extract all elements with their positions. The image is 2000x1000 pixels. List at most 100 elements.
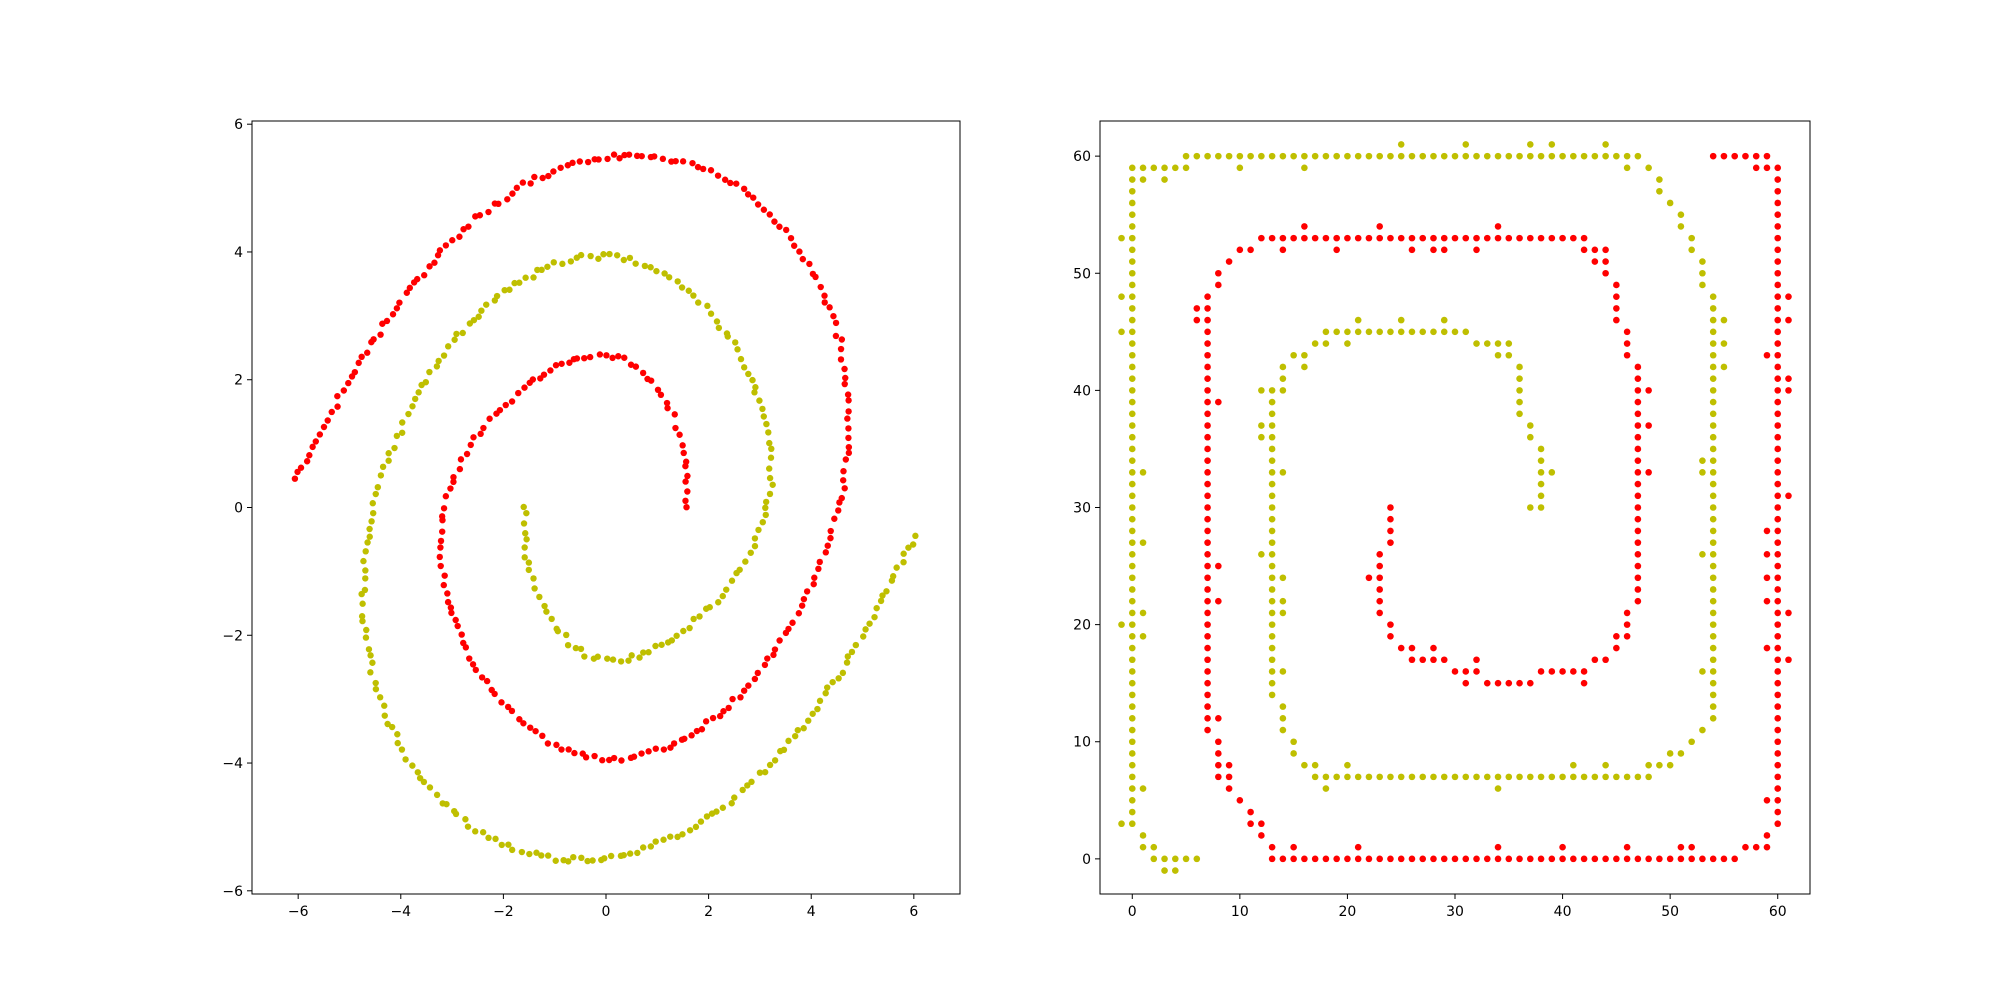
data-point (1774, 164, 1782, 172)
data-point (1709, 492, 1717, 500)
data-point (1408, 246, 1416, 254)
data-point (1236, 797, 1244, 804)
data-point (1279, 152, 1287, 160)
data-point (616, 155, 623, 162)
data-point (1709, 515, 1717, 523)
data-point (1268, 843, 1276, 851)
data-point (639, 369, 647, 377)
y-tick-label: 0 (234, 501, 243, 517)
data-point (1634, 504, 1642, 511)
data-point (472, 213, 479, 220)
data-point (1215, 715, 1222, 722)
data-point (1128, 199, 1136, 207)
data-point (1258, 234, 1265, 242)
data-point (565, 746, 572, 753)
data-point (1613, 152, 1620, 160)
data-point (866, 620, 873, 627)
data-point (1204, 679, 1211, 687)
data-point (1505, 351, 1513, 359)
data-point (1774, 785, 1782, 792)
data-point (1128, 187, 1136, 195)
data-point (1483, 340, 1491, 347)
data-point (1139, 785, 1147, 792)
data-point (1774, 668, 1782, 675)
data-point (684, 488, 691, 495)
data-point (829, 678, 836, 686)
data-point (1268, 445, 1276, 453)
data-point (381, 702, 388, 709)
data-point (1699, 269, 1706, 277)
data-point (1763, 832, 1771, 839)
data-point (1785, 316, 1792, 324)
data-point (731, 794, 738, 801)
data-point (309, 443, 316, 451)
data-point (1623, 152, 1631, 160)
data-point (411, 395, 419, 403)
data-point (1204, 492, 1211, 500)
data-point (1709, 621, 1717, 628)
data-point (1709, 715, 1717, 722)
data-point (444, 590, 451, 597)
data-point (508, 398, 516, 405)
data-point (1419, 773, 1427, 781)
data-point (1236, 246, 1244, 254)
data-point (522, 274, 529, 281)
data-point (557, 164, 564, 171)
data-point (1128, 773, 1136, 781)
data-point (713, 808, 720, 815)
data-point (1774, 633, 1782, 640)
data-point (550, 168, 557, 175)
data-point (883, 588, 890, 595)
data-point (681, 735, 688, 742)
data-point (751, 389, 758, 396)
data-point (564, 641, 572, 649)
data-point (594, 653, 601, 660)
data-point (1279, 387, 1287, 394)
data-point (505, 841, 512, 848)
data-point (1634, 445, 1642, 453)
y-tick-label: 50 (1073, 266, 1091, 282)
data-point (1591, 855, 1599, 863)
data-point (1774, 363, 1782, 371)
data-point (1763, 597, 1771, 605)
data-point (1537, 480, 1545, 488)
data-point (1774, 422, 1782, 429)
data-point (544, 852, 552, 859)
data-point (686, 827, 694, 834)
data-point (532, 727, 539, 735)
data-point (1268, 621, 1276, 628)
data-point (871, 613, 878, 621)
x-tick-label: 20 (1339, 904, 1357, 920)
data-point (502, 401, 509, 409)
data-point (1483, 234, 1491, 242)
data-point (1473, 340, 1480, 347)
data-point (1268, 597, 1276, 605)
data-point (1128, 586, 1136, 593)
data-point (519, 179, 527, 186)
data-point (682, 478, 689, 485)
data-point (1709, 609, 1717, 617)
data-point (1602, 141, 1609, 148)
data-point (1559, 668, 1566, 675)
data-point (1376, 562, 1383, 570)
data-point (1774, 820, 1782, 828)
data-point (454, 622, 461, 630)
data-point (1591, 246, 1599, 254)
data-point (1247, 808, 1254, 816)
data-point (1258, 433, 1265, 441)
data-point (1128, 340, 1136, 347)
data-point (1258, 152, 1265, 160)
data-point (1645, 387, 1652, 394)
data-point (1268, 504, 1276, 511)
data-point (442, 493, 450, 500)
y-tick-label: 20 (1073, 618, 1091, 634)
data-point (1387, 527, 1394, 535)
data-point (1290, 843, 1297, 851)
data-point (694, 163, 702, 171)
x-tick-label: 2 (704, 904, 713, 920)
data-point (396, 299, 403, 306)
data-point (1376, 609, 1383, 617)
data-point (433, 791, 441, 799)
data-point (1268, 574, 1276, 582)
